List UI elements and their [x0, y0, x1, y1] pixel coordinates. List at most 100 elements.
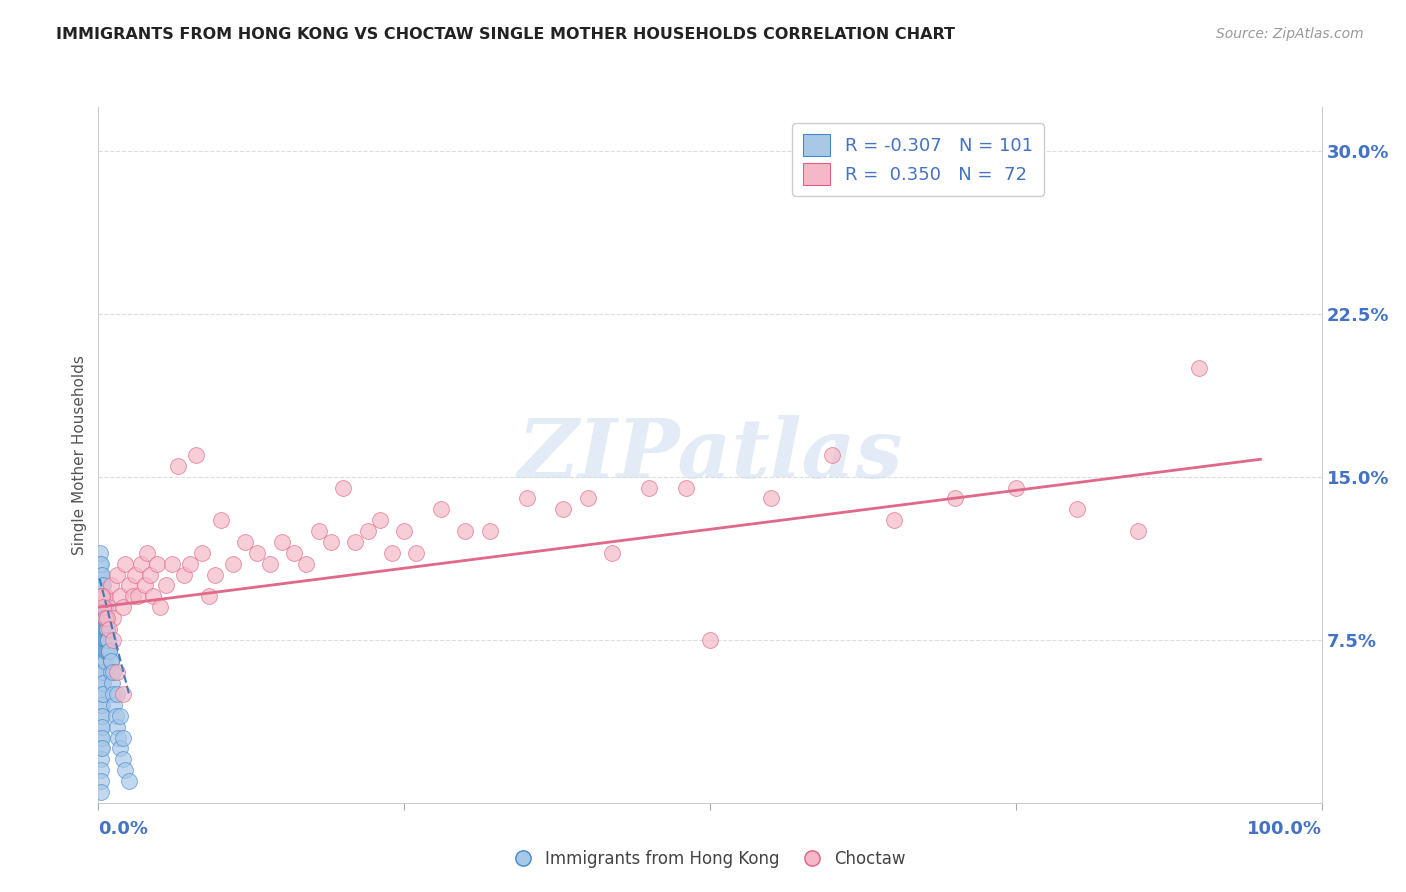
- Point: [90, 731, 112, 745]
- Point: [90, 720, 112, 734]
- Point: [91, 589, 114, 603]
- Point: [98, 643, 121, 657]
- Point: [93, 611, 115, 625]
- Point: [103, 698, 125, 712]
- Point: [110, 708, 132, 723]
- Point: [186, 448, 208, 462]
- Point: [100, 665, 122, 680]
- Point: [101, 687, 124, 701]
- Point: [91, 643, 114, 657]
- Point: [90, 567, 112, 582]
- Point: [97, 600, 120, 615]
- Point: [91, 589, 114, 603]
- Point: [94, 632, 117, 647]
- Point: [121, 589, 143, 603]
- Point: [90, 698, 112, 712]
- Point: [90, 611, 112, 625]
- Point: [295, 557, 318, 571]
- Point: [98, 622, 121, 636]
- Point: [405, 546, 427, 560]
- Point: [94, 611, 117, 625]
- Point: [91, 676, 114, 690]
- Point: [91, 589, 114, 603]
- Point: [515, 491, 537, 506]
- Point: [91, 676, 114, 690]
- Point: [90, 600, 112, 615]
- Point: [883, 513, 905, 527]
- Point: [91, 578, 114, 592]
- Point: [90, 687, 112, 701]
- Point: [90, 643, 112, 657]
- Point: [1004, 481, 1026, 495]
- Point: [356, 524, 378, 538]
- Text: ZIPatlas: ZIPatlas: [517, 415, 903, 495]
- Point: [93, 589, 115, 603]
- Point: [699, 632, 721, 647]
- Point: [139, 567, 162, 582]
- Point: [89, 687, 111, 701]
- Point: [1066, 502, 1088, 516]
- Point: [89, 557, 111, 571]
- Point: [430, 502, 453, 516]
- Point: [91, 567, 114, 582]
- Point: [91, 600, 114, 615]
- Point: [96, 622, 118, 636]
- Point: [89, 600, 111, 615]
- Point: [90, 622, 112, 636]
- Point: [91, 687, 114, 701]
- Point: [90, 557, 112, 571]
- Point: [94, 622, 117, 636]
- Point: [101, 611, 124, 625]
- Point: [111, 731, 134, 745]
- Point: [89, 676, 111, 690]
- Point: [90, 589, 112, 603]
- Point: [101, 665, 124, 680]
- Point: [90, 774, 112, 789]
- Text: IMMIGRANTS FROM HONG KONG VS CHOCTAW SINGLE MOTHER HOUSEHOLDS CORRELATION CHART: IMMIGRANTS FROM HONG KONG VS CHOCTAW SIN…: [56, 27, 955, 42]
- Point: [638, 481, 661, 495]
- Point: [90, 655, 112, 669]
- Point: [90, 676, 112, 690]
- Point: [101, 632, 124, 647]
- Point: [93, 643, 115, 657]
- Point: [93, 600, 115, 615]
- Point: [89, 546, 111, 560]
- Point: [89, 622, 111, 636]
- Point: [89, 655, 111, 669]
- Point: [90, 741, 112, 756]
- Point: [821, 448, 844, 462]
- Y-axis label: Single Mother Households: Single Mother Households: [72, 355, 87, 555]
- Point: [91, 600, 114, 615]
- Point: [576, 491, 599, 506]
- Point: [209, 513, 232, 527]
- Point: [91, 698, 114, 712]
- Point: [368, 513, 391, 527]
- Point: [675, 481, 697, 495]
- Point: [97, 632, 120, 647]
- Point: [173, 567, 195, 582]
- Point: [105, 720, 128, 734]
- Point: [233, 535, 256, 549]
- Point: [222, 557, 245, 571]
- Point: [454, 524, 477, 538]
- Point: [91, 600, 114, 615]
- Point: [89, 567, 111, 582]
- Point: [91, 741, 114, 756]
- Point: [111, 687, 134, 701]
- Point: [114, 557, 136, 571]
- Point: [134, 578, 156, 592]
- Point: [104, 708, 127, 723]
- Point: [100, 655, 122, 669]
- Point: [90, 763, 112, 777]
- Point: [118, 578, 141, 592]
- Point: [89, 643, 111, 657]
- Point: [90, 578, 112, 592]
- Point: [96, 643, 118, 657]
- Point: [93, 655, 115, 669]
- Point: [90, 785, 112, 799]
- Point: [94, 611, 117, 625]
- Point: [136, 546, 159, 560]
- Point: [91, 665, 114, 680]
- Point: [90, 665, 112, 680]
- Point: [91, 643, 114, 657]
